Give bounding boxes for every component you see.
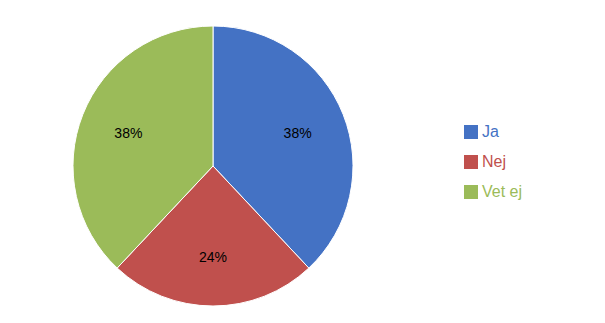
svg-text:24%: 24% — [199, 249, 227, 265]
html-text:Nej: Nej — [482, 152, 506, 170]
svg-text:38%: 38% — [114, 125, 142, 141]
svg-text:38%: 38% — [284, 125, 312, 141]
html-text:Ja: Ja — [482, 122, 499, 140]
html-text:Vet ej: Vet ej — [482, 182, 522, 200]
